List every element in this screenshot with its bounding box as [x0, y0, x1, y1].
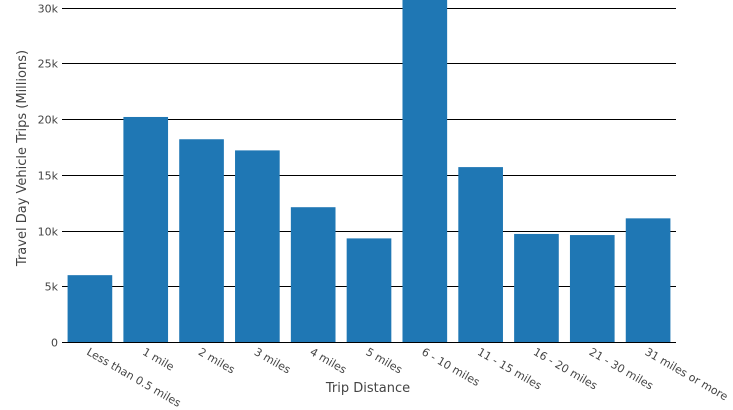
y-tick-label: 10k	[38, 226, 59, 239]
bar	[402, 0, 448, 342]
y-tick-label: 15k	[38, 170, 59, 183]
x-tick-label: 2 miles	[196, 345, 237, 376]
x-tick-label: 1 mile	[140, 345, 176, 373]
bar	[514, 233, 559, 342]
bar	[569, 235, 615, 342]
x-tick-label: Less than 0.5 miles	[84, 345, 183, 410]
bar	[625, 218, 671, 342]
x-tick-label: 4 miles	[308, 345, 349, 376]
bar	[458, 167, 503, 342]
y-axis-ticks: 0 5k 10k 15k 20k 25k 30k	[38, 3, 59, 350]
x-tick-label: 31 miles or more	[643, 345, 731, 403]
x-tick-label: 6 - 10 miles	[419, 345, 482, 389]
y-tick-label: 0	[51, 337, 58, 350]
y-tick-label: 20k	[38, 114, 59, 127]
y-tick-label: 25k	[38, 58, 59, 71]
x-tick-label: 5 miles	[364, 345, 405, 376]
bar	[123, 116, 169, 343]
bars	[67, 0, 671, 343]
y-tick-label: 5k	[45, 281, 59, 294]
x-tick-label: 3 miles	[252, 345, 293, 376]
bar	[179, 139, 224, 342]
bar	[290, 207, 336, 342]
bar	[346, 238, 392, 342]
x-axis-title: Trip Distance	[325, 381, 410, 396]
y-tick-label: 30k	[38, 3, 59, 16]
y-axis-title: Travel Day Vehicle Trips (Millions)	[15, 50, 30, 267]
bar	[235, 150, 280, 342]
bar	[67, 275, 113, 342]
